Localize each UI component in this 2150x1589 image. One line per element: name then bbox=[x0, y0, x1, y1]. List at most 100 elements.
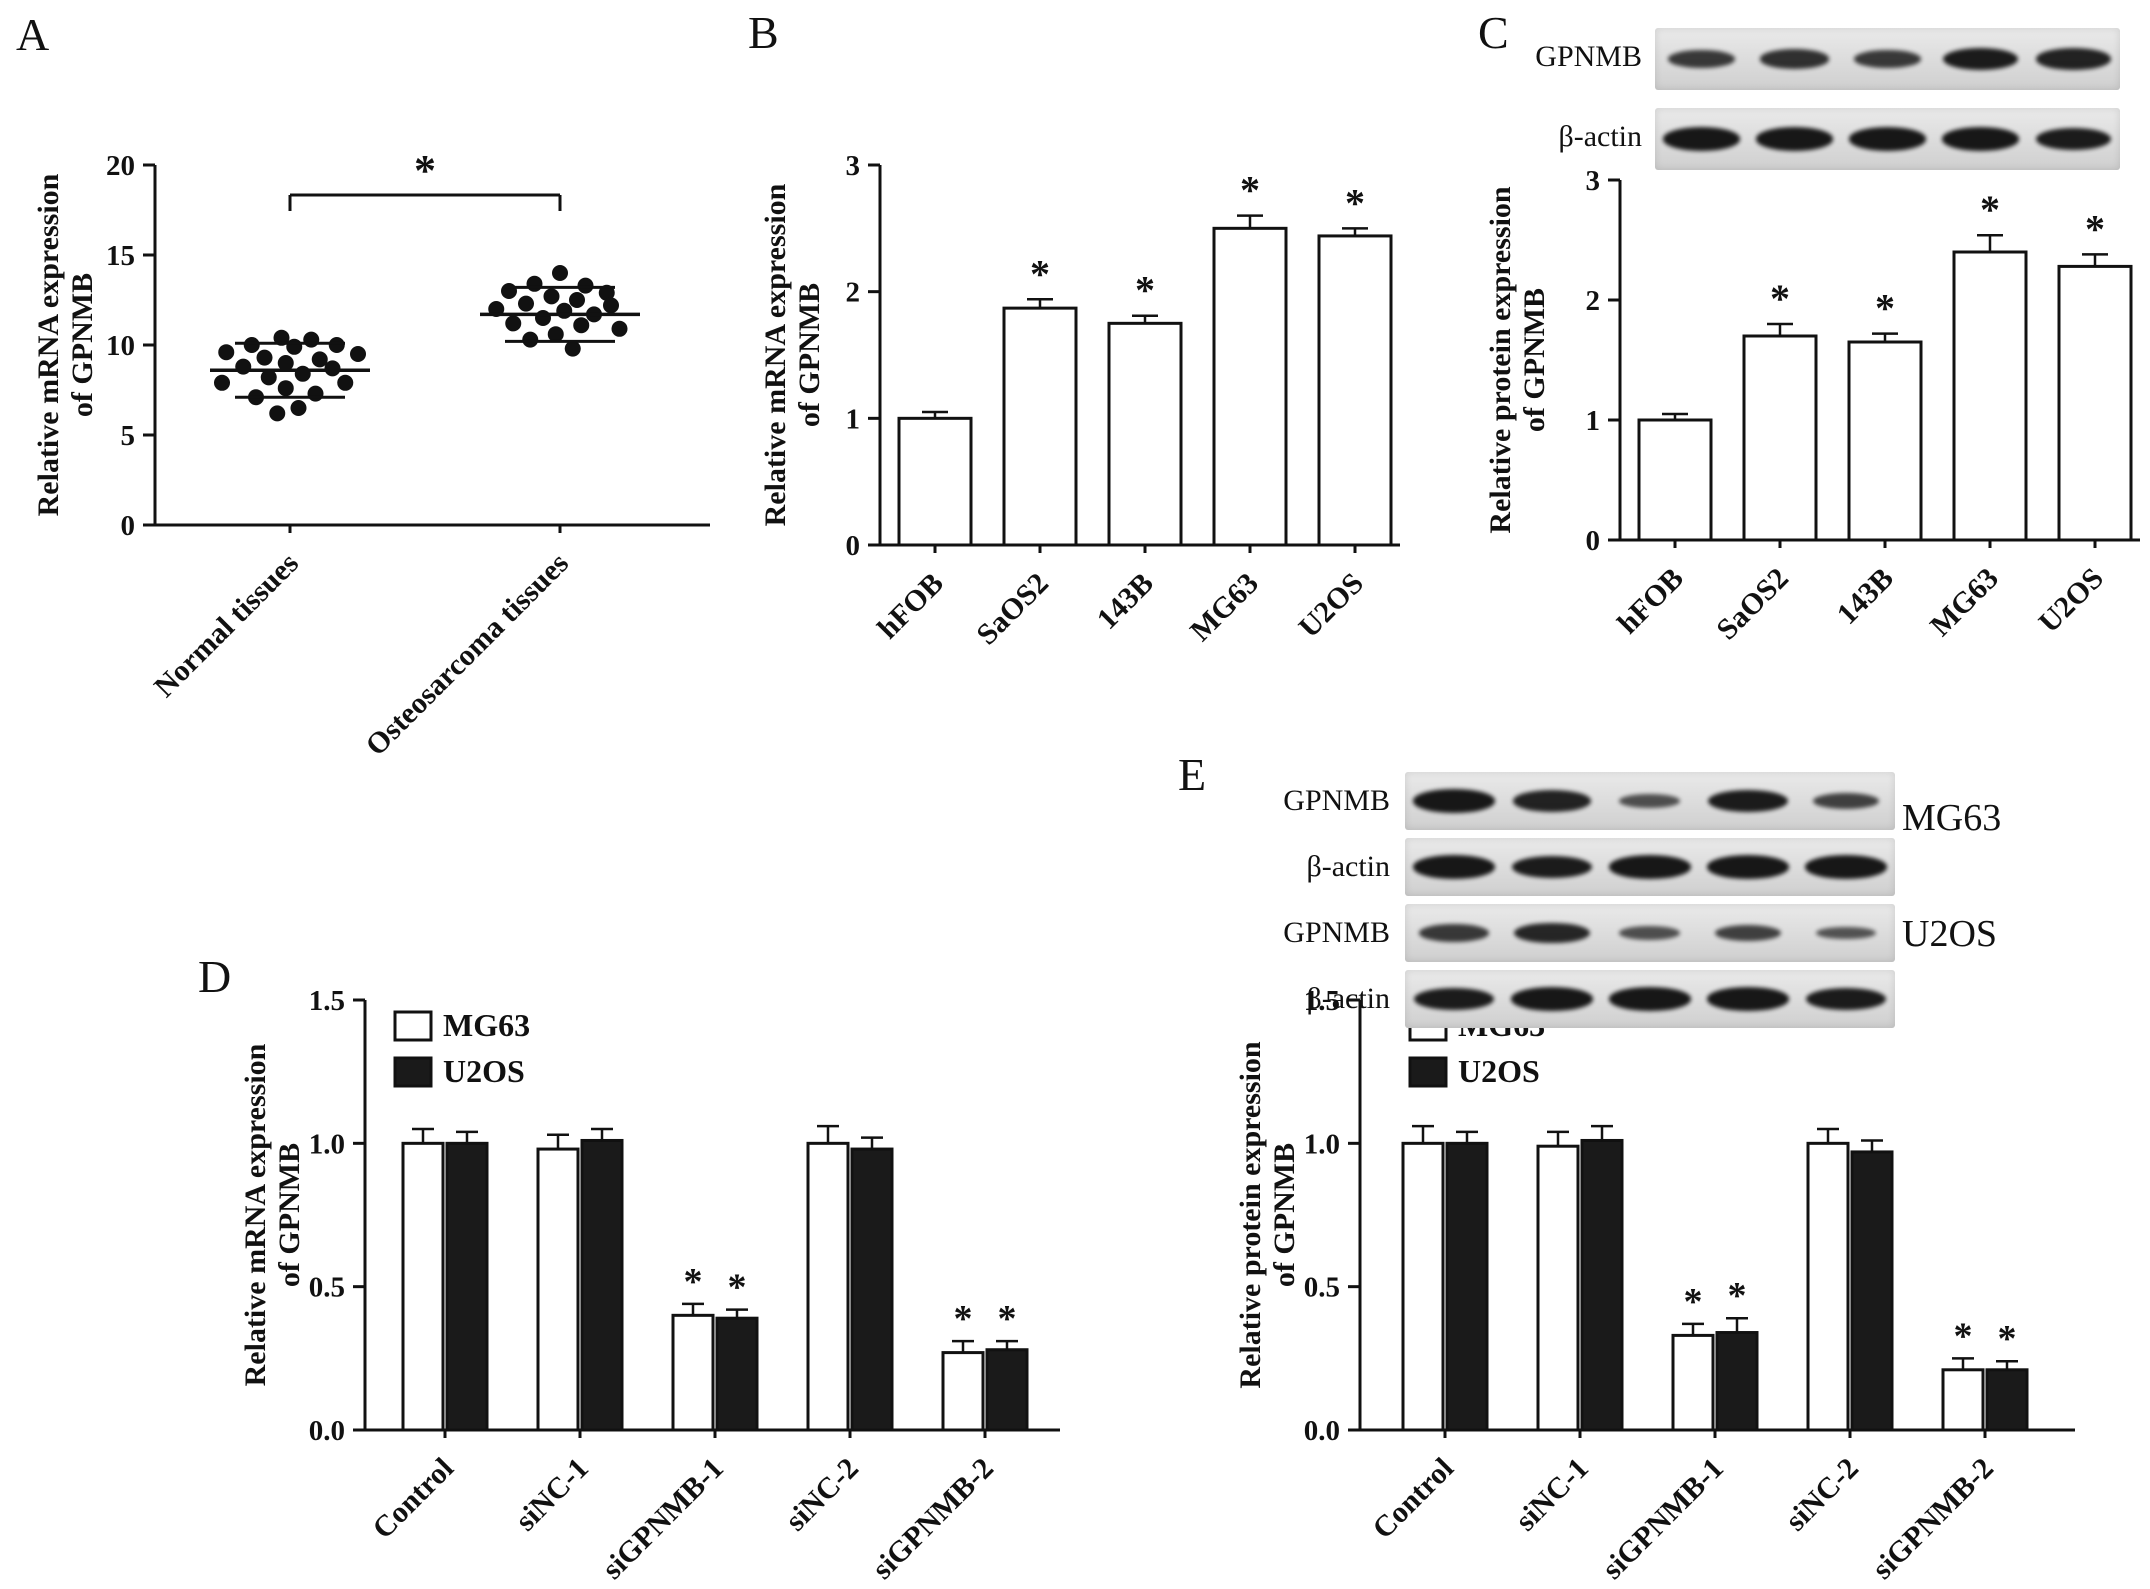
bar-U2OS-siNC-2 bbox=[850, 1147, 894, 1432]
blot-band bbox=[1419, 924, 1489, 942]
blot-strip bbox=[1655, 108, 2120, 170]
blot-band bbox=[1609, 855, 1691, 879]
chart-text: Relative protein expression bbox=[1234, 1041, 1267, 1389]
scatter-point bbox=[337, 374, 354, 391]
chart-text: of GPNMB bbox=[793, 283, 826, 427]
chart-text: siNC-1 bbox=[1509, 1452, 1595, 1538]
bar-hFOB bbox=[897, 416, 973, 547]
blot-band bbox=[1662, 127, 1741, 151]
bar-U2OS-siNC-2 bbox=[1850, 1150, 1894, 1432]
scatter-point bbox=[543, 288, 560, 305]
chart-text: 2 bbox=[846, 277, 861, 309]
chart-text: 0.0 bbox=[1304, 1415, 1340, 1447]
blot-row-label-gpnmb-u2os: GPNMB bbox=[1283, 916, 1390, 949]
bar-U2OS-siGPNMB-2 bbox=[985, 1348, 1029, 1432]
blot-band bbox=[1755, 127, 1834, 151]
chart-text: 0.5 bbox=[1304, 1272, 1340, 1304]
bar-U2OS-siGPNMB-2 bbox=[1985, 1368, 2029, 1432]
chart-text: * bbox=[1728, 1275, 1747, 1317]
legend-swatch-MG63 bbox=[393, 1010, 433, 1042]
chart-text: * bbox=[1135, 268, 1155, 313]
chart-text: * bbox=[1345, 180, 1365, 225]
bar-SaOS2 bbox=[1742, 334, 1818, 542]
chart-text: * bbox=[998, 1298, 1017, 1340]
chart-text: of GPNMB bbox=[273, 1143, 306, 1287]
bar-hFOB bbox=[1637, 418, 1713, 542]
blot-band bbox=[1619, 794, 1681, 808]
blot-strip bbox=[1405, 772, 1895, 830]
bar-MG63-siGPNMB-1 bbox=[1671, 1333, 1715, 1432]
chart-text: 0 bbox=[121, 510, 136, 542]
chart-text: Control bbox=[366, 1452, 460, 1546]
blot-cell-label-u2os: U2OS bbox=[1902, 913, 1998, 955]
scatter-point bbox=[547, 326, 564, 343]
chart-text: 143B bbox=[1831, 562, 1900, 631]
bar-MG63-siGPNMB-2 bbox=[1941, 1368, 1985, 1432]
scatter-point bbox=[573, 317, 590, 334]
bar-U2OS-siNC-1 bbox=[580, 1138, 624, 1432]
scatter-point bbox=[290, 400, 307, 416]
blot-band bbox=[1609, 987, 1691, 1011]
chart-text: hFOB bbox=[1611, 562, 1690, 641]
scatter-point bbox=[526, 275, 543, 292]
blot-band bbox=[1941, 127, 2020, 151]
panel-b-bar-chart: 0 1 2 3 Relative mRNA expression of GPNMB hFOB… bbox=[759, 150, 1400, 651]
blot-band bbox=[1707, 987, 1789, 1011]
bar-143B bbox=[1107, 321, 1183, 547]
scatter-point bbox=[328, 337, 345, 353]
chart-text: hFOB bbox=[871, 567, 950, 646]
chart-text: 0.0 bbox=[309, 1415, 345, 1447]
chart-text: 3 bbox=[846, 150, 861, 182]
chart-text: Relative mRNA expression bbox=[32, 173, 65, 516]
scatter-point bbox=[307, 385, 324, 402]
bar-MG63-Control bbox=[1401, 1141, 1445, 1432]
blot-band bbox=[2035, 127, 2112, 151]
scatter-point bbox=[269, 405, 286, 422]
bar-143B bbox=[1847, 340, 1923, 542]
blot-band bbox=[1759, 49, 1830, 69]
chart-text: siNC-2 bbox=[779, 1452, 865, 1538]
bar-MG63-siNC-2 bbox=[806, 1141, 850, 1432]
chart-text: 15 bbox=[106, 240, 135, 272]
bar-SaOS2 bbox=[1002, 306, 1078, 547]
blot-band bbox=[1942, 47, 2019, 71]
chart-text: * bbox=[728, 1267, 747, 1309]
scatter-point bbox=[311, 351, 328, 368]
chart-text: 0.5 bbox=[309, 1272, 345, 1304]
chart-text: Relative mRNA expression bbox=[239, 1043, 272, 1386]
scatter-point bbox=[350, 346, 366, 362]
blot-strip bbox=[1655, 28, 2120, 90]
blot-row-label-beta-actin-mg63: β-actin bbox=[1306, 850, 1390, 883]
scatter-point bbox=[218, 344, 235, 361]
blot-band bbox=[1708, 789, 1788, 813]
chart-text: * bbox=[1684, 1281, 1703, 1323]
chart-text: * bbox=[1030, 251, 1050, 296]
chart-text: siGPNMB-2 bbox=[866, 1452, 1000, 1586]
blot-cell-label-mg63: MG63 bbox=[1902, 797, 2002, 839]
chart-text: U2OS bbox=[443, 1053, 525, 1089]
panel-e-western-blot bbox=[1405, 772, 1895, 1028]
chart-text: 3 bbox=[1586, 165, 1601, 197]
chart-text: 0 bbox=[846, 530, 861, 562]
chart-text: * bbox=[2085, 206, 2105, 251]
chart-text: siNC-1 bbox=[509, 1452, 595, 1538]
chart-text: 1.0 bbox=[1304, 1128, 1340, 1160]
panel-label-C: C bbox=[1478, 7, 1510, 58]
blot-band bbox=[2036, 48, 2111, 70]
scatter-point bbox=[535, 310, 551, 326]
chart-text: U2OS bbox=[2032, 562, 2110, 640]
chart-text: U2OS bbox=[1458, 1053, 1540, 1089]
legend-swatch-U2OS bbox=[1408, 1056, 1448, 1088]
blot-band bbox=[1511, 987, 1593, 1011]
scatter-point bbox=[256, 349, 273, 366]
panel-a-scatter-chart: 0 5 10 15 20 Relative mRNA expression of GPNMB… bbox=[32, 146, 710, 763]
chart-text: Osteosarcoma tissues bbox=[359, 547, 575, 763]
chart-text: siGPNMB-1 bbox=[596, 1452, 730, 1586]
blot-band bbox=[1854, 50, 1921, 68]
blot-band bbox=[1816, 926, 1876, 940]
chart-text: of GPNMB bbox=[1518, 288, 1551, 432]
panel-c-western-blot bbox=[1655, 28, 2120, 170]
chart-text: * bbox=[1875, 286, 1895, 331]
panel-c-bar-chart: 0 1 2 3 Relative protein expression of GPNMB h… bbox=[1484, 165, 2140, 646]
